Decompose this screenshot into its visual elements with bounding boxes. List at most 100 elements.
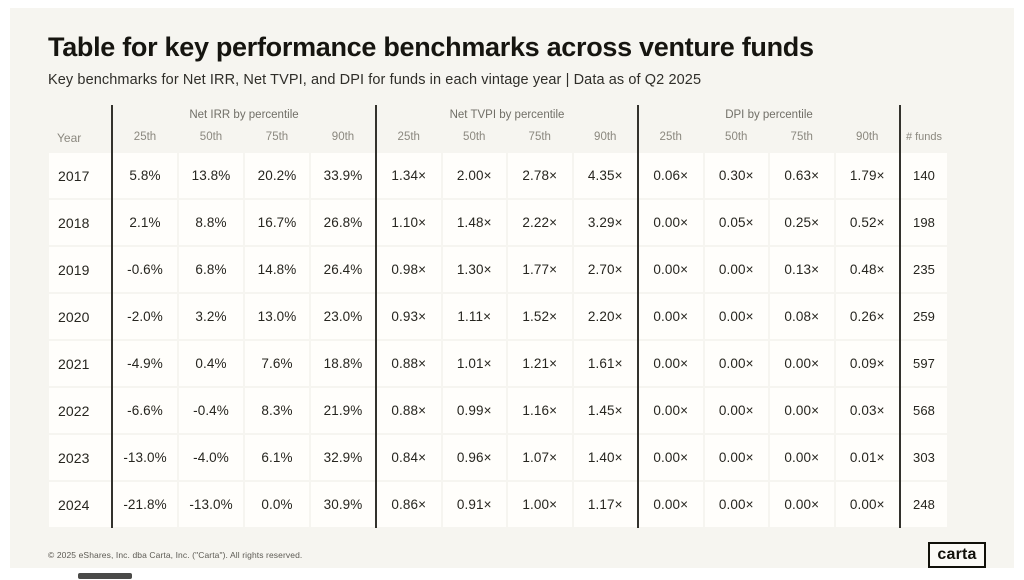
column-header-funds: # funds xyxy=(905,131,943,143)
column-header-irr-50th: 50th xyxy=(199,131,223,143)
tvpi-90th-cell: 4.35× xyxy=(572,152,638,199)
group-header-empty xyxy=(900,105,948,125)
funds-cell: 248 xyxy=(900,481,948,528)
dpi-50th-cell: 0.00× xyxy=(703,481,769,528)
year-cell: 2022 xyxy=(48,387,112,434)
tvpi-50th-cell: 1.30× xyxy=(441,246,507,293)
dpi-25th-cell: 0.06× xyxy=(638,152,704,199)
footer-bar: © 2025 eShares, Inc. dba Carta, Inc. ("C… xyxy=(48,542,986,568)
irr-50th-cell: -4.0% xyxy=(178,434,244,481)
tvpi-75th-cell: 1.16× xyxy=(507,387,573,434)
dpi-25th-cell: 0.00× xyxy=(638,246,704,293)
funds-cell: 259 xyxy=(900,293,948,340)
dpi-90th-cell: 0.01× xyxy=(834,434,900,481)
tvpi-25th-cell: 0.98× xyxy=(376,246,442,293)
tvpi-75th-cell: 1.77× xyxy=(507,246,573,293)
table-row: 2022 -6.6% -0.4% 8.3% 21.9% 0.88× 0.99× … xyxy=(48,387,948,434)
group-header-net-irr: Net IRR by percentile xyxy=(189,109,299,121)
irr-50th-cell: -0.4% xyxy=(178,387,244,434)
tvpi-75th-cell: 1.00× xyxy=(507,481,573,528)
dpi-75th-cell: 0.00× xyxy=(769,340,835,387)
dpi-90th-cell: 0.03× xyxy=(834,387,900,434)
table-row: 2018 2.1% 8.8% 16.7% 26.8% 1.10× 1.48× 2… xyxy=(48,199,948,246)
tvpi-75th-cell: 1.07× xyxy=(507,434,573,481)
dpi-25th-cell: 0.00× xyxy=(638,434,704,481)
irr-90th-cell: 21.9% xyxy=(310,387,376,434)
irr-25th-cell: -4.9% xyxy=(112,340,178,387)
bottom-edge-artifact xyxy=(78,573,132,579)
irr-90th-cell: 18.8% xyxy=(310,340,376,387)
tvpi-25th-cell: 0.86× xyxy=(376,481,442,528)
dpi-25th-cell: 0.00× xyxy=(638,293,704,340)
dpi-90th-cell: 0.26× xyxy=(834,293,900,340)
benchmark-card: Table for key performance benchmarks acr… xyxy=(10,8,1014,568)
column-header-dpi-25th: 25th xyxy=(659,131,682,143)
table-body: 2017 5.8% 13.8% 20.2% 33.9% 1.34× 2.00× … xyxy=(48,152,948,528)
tvpi-50th-cell: 1.48× xyxy=(441,199,507,246)
group-header-dpi: DPI by percentile xyxy=(725,109,813,121)
group-separator-tvpi-dpi xyxy=(637,105,639,528)
dpi-75th-cell: 0.00× xyxy=(769,387,835,434)
irr-50th-cell: 6.8% xyxy=(178,246,244,293)
table-row: 2023 -13.0% -4.0% 6.1% 32.9% 0.84× 0.96×… xyxy=(48,434,948,481)
benchmark-table: Net IRR by percentile Net TVPI by percen… xyxy=(48,105,948,528)
irr-50th-cell: 3.2% xyxy=(178,293,244,340)
funds-cell: 568 xyxy=(900,387,948,434)
dpi-75th-cell: 0.00× xyxy=(769,481,835,528)
year-cell: 2020 xyxy=(48,293,112,340)
irr-25th-cell: -6.6% xyxy=(112,387,178,434)
column-header-dpi-50th: 50th xyxy=(725,131,748,143)
column-header-tvpi-25th: 25th xyxy=(397,131,420,143)
tvpi-25th-cell: 1.34× xyxy=(376,152,442,199)
group-header-net-tvpi: Net TVPI by percentile xyxy=(449,109,565,121)
irr-50th-cell: 13.8% xyxy=(178,152,244,199)
irr-75th-cell: 16.7% xyxy=(244,199,310,246)
irr-75th-cell: 20.2% xyxy=(244,152,310,199)
year-cell: 2021 xyxy=(48,340,112,387)
tvpi-25th-cell: 0.93× xyxy=(376,293,442,340)
irr-90th-cell: 30.9% xyxy=(310,481,376,528)
irr-75th-cell: 13.0% xyxy=(244,293,310,340)
irr-90th-cell: 32.9% xyxy=(310,434,376,481)
tvpi-90th-cell: 1.61× xyxy=(572,340,638,387)
dpi-75th-cell: 0.00× xyxy=(769,434,835,481)
tvpi-90th-cell: 1.40× xyxy=(572,434,638,481)
dpi-90th-cell: 0.09× xyxy=(834,340,900,387)
dpi-50th-cell: 0.00× xyxy=(703,340,769,387)
dpi-25th-cell: 0.00× xyxy=(638,387,704,434)
column-header-irr-25th: 25th xyxy=(133,131,157,143)
group-separator-year-irr xyxy=(111,105,113,528)
tvpi-90th-cell: 3.29× xyxy=(572,199,638,246)
funds-cell: 198 xyxy=(900,199,948,246)
dpi-75th-cell: 0.08× xyxy=(769,293,835,340)
column-header-tvpi-75th: 75th xyxy=(528,131,551,143)
tvpi-25th-cell: 0.88× xyxy=(376,340,442,387)
irr-25th-cell: 2.1% xyxy=(112,199,178,246)
tvpi-50th-cell: 1.01× xyxy=(441,340,507,387)
irr-90th-cell: 33.9% xyxy=(310,152,376,199)
dpi-90th-cell: 0.00× xyxy=(834,481,900,528)
tvpi-25th-cell: 1.10× xyxy=(376,199,442,246)
tvpi-90th-cell: 2.70× xyxy=(572,246,638,293)
table-row: 2021 -4.9% 0.4% 7.6% 18.8% 0.88× 1.01× 1… xyxy=(48,340,948,387)
column-header-tvpi-50th: 50th xyxy=(463,131,486,143)
column-header-irr-75th: 75th xyxy=(265,131,289,143)
group-separator-irr-tvpi xyxy=(375,105,377,528)
group-separator-dpi-funds xyxy=(899,105,901,528)
tvpi-50th-cell: 0.99× xyxy=(441,387,507,434)
tvpi-75th-cell: 1.21× xyxy=(507,340,573,387)
irr-25th-cell: -21.8% xyxy=(112,481,178,528)
column-header-dpi-90th: 90th xyxy=(856,131,879,143)
irr-75th-cell: 8.3% xyxy=(244,387,310,434)
table-column-header-row: Year 25th 50th 75th 90th 25th 50th 75th … xyxy=(48,125,948,152)
tvpi-25th-cell: 0.88× xyxy=(376,387,442,434)
funds-cell: 303 xyxy=(900,434,948,481)
dpi-75th-cell: 0.25× xyxy=(769,199,835,246)
dpi-50th-cell: 0.00× xyxy=(703,293,769,340)
year-cell: 2023 xyxy=(48,434,112,481)
page-title: Table for key performance benchmarks acr… xyxy=(48,32,814,62)
tvpi-50th-cell: 1.11× xyxy=(441,293,507,340)
table-row: 2020 -2.0% 3.2% 13.0% 23.0% 0.93× 1.11× … xyxy=(48,293,948,340)
irr-75th-cell: 7.6% xyxy=(244,340,310,387)
irr-90th-cell: 23.0% xyxy=(310,293,376,340)
